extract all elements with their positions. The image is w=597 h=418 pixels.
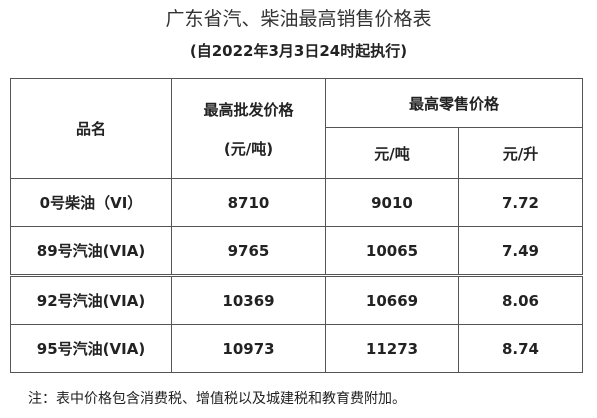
table-cell: 8.06 xyxy=(458,274,583,325)
table-cell: 9765 xyxy=(171,226,326,276)
table-cell: 10369 xyxy=(171,274,326,325)
header-cell: 元/升 xyxy=(458,127,583,179)
table-row: 92号汽油(VIA) 10369 10669 8.06 xyxy=(10,274,583,325)
table-body: 0号柴油（VI） 8710 9010 7.72 89号汽油(VIA) 9765 10065 7… xyxy=(10,178,583,373)
header-unit: (元/吨) xyxy=(223,139,274,158)
header-cell: 品名 xyxy=(10,78,172,179)
table-cell: 7.49 xyxy=(458,226,583,276)
table-cell: 9010 xyxy=(325,178,459,227)
table-cell: 7.72 xyxy=(458,178,583,227)
table-cell: 11273 xyxy=(325,324,459,373)
table-cell: 10669 xyxy=(325,274,459,325)
note: 注：表中价格包含消费税、增值税以及城建税和教育费附加。 xyxy=(28,391,406,407)
title: 广东省汽、柴油最高销售价格表 xyxy=(165,8,432,30)
table-cell: 89号汽油(VIA) xyxy=(10,226,172,276)
table-cell: 92号汽油(VIA) xyxy=(10,274,172,325)
price-table: 品名 最高批发价格 (元/吨) 最高零售价格 元/吨 元/升 0号柴油（VI） 87… xyxy=(10,78,583,373)
table-cell: 8.74 xyxy=(458,324,583,373)
header-text: 最高批发价格 xyxy=(203,100,294,119)
table-row: 89号汽油(VIA) 9765 10065 7.49 xyxy=(10,226,583,276)
table-cell: 0号柴油（VI） xyxy=(10,178,172,227)
table-cell: 95号汽油(VIA) xyxy=(10,324,172,373)
table-row: 0号柴油（VI） 8710 9010 7.72 xyxy=(10,178,583,227)
table-cell: 8710 xyxy=(171,178,326,227)
table-cell: 10973 xyxy=(171,324,326,373)
header-cell: 最高零售价格 xyxy=(325,78,583,128)
table-cell: 10065 xyxy=(325,226,459,276)
header-cell: 元/吨 xyxy=(325,127,459,179)
table-row: 95号汽油(VIA) 10973 11273 8.74 xyxy=(10,324,583,373)
header-cell: 最高批发价格 (元/吨) xyxy=(171,78,326,179)
subtitle: (自2022年3月3日24时起执行) xyxy=(189,42,408,60)
